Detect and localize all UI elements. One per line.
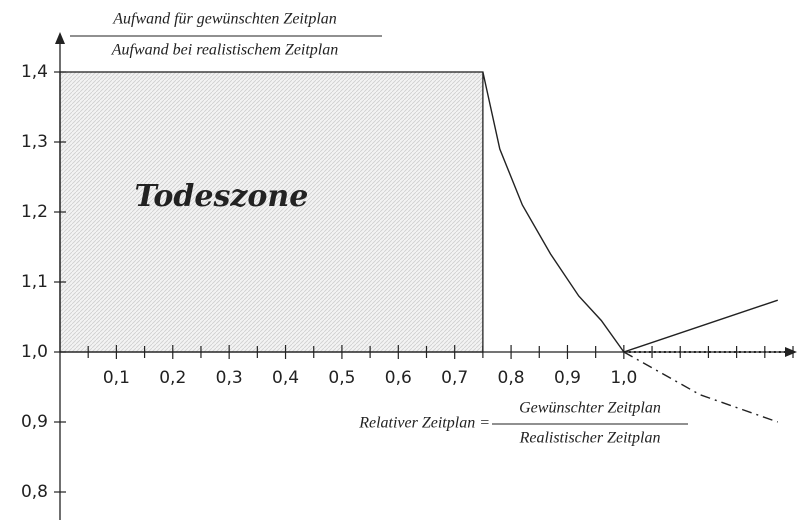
x-tick-label: 0,6 <box>385 368 412 388</box>
y-label-denominator: Aufwand bei realistischem Zeitplan <box>111 42 339 59</box>
x-tick-label: 0,3 <box>216 368 243 388</box>
x-axis-arrow <box>785 347 797 357</box>
x-tick-label: 0,2 <box>159 368 186 388</box>
y-axis-arrow <box>55 32 65 44</box>
series-line <box>623 351 779 423</box>
x-label-prefix: Relativer Zeitplan = <box>358 415 490 432</box>
x-tick-label: 0,4 <box>272 368 299 388</box>
y-label-numerator: Aufwand für gewünschten Zeitplan <box>112 11 337 28</box>
y-tick-label: 0,8 <box>21 482 48 502</box>
y-tick-label: 1,1 <box>21 272 48 292</box>
x-tick-label: 0,8 <box>498 368 525 388</box>
x-label-numerator: Gewünschter Zeitplan <box>519 400 661 417</box>
series-line <box>623 299 778 353</box>
x-tick-label: 0,5 <box>328 368 355 388</box>
series-line <box>482 71 625 353</box>
y-tick-label: 0,9 <box>21 412 48 432</box>
zone-label: Todeszone <box>135 179 309 214</box>
y-tick-label: 1,0 <box>21 342 48 362</box>
zone <box>59 71 484 353</box>
x-tick-label: 1,0 <box>610 368 637 388</box>
x-tick-label: 0,7 <box>441 368 468 388</box>
y-tick-label: 1,3 <box>21 132 48 152</box>
x-tick-label: 0,9 <box>554 368 581 388</box>
y-tick-label: 1,2 <box>21 202 48 222</box>
x-tick-label: 0,1 <box>103 368 130 388</box>
x-label-denominator: Realistischer Zeitplan <box>519 430 661 447</box>
y-tick-label: 1,4 <box>21 62 48 82</box>
